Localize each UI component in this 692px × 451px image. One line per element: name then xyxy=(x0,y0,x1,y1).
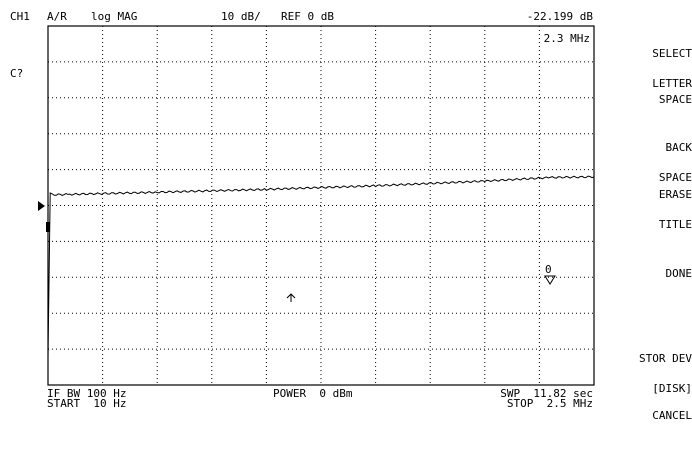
softkey-line1: SELECT xyxy=(652,47,692,60)
marker-number-label: 0 xyxy=(545,263,552,276)
sweep-time-label: SWP 11.82 sec xyxy=(500,387,593,400)
softkey-back-space[interactable]: BACK SPACE xyxy=(612,123,692,193)
marker-value-readout: -22.199 dB xyxy=(526,10,593,23)
measurement-label: A/R xyxy=(47,10,67,23)
channel-label: CH1 xyxy=(10,10,30,23)
power-label: POWER 0 dBm xyxy=(273,387,353,400)
reference-level-arrow-icon xyxy=(38,201,45,211)
format-label: log MAG xyxy=(91,10,138,23)
graticule-grid xyxy=(48,26,594,385)
softkey-line1: ERASE xyxy=(658,188,692,201)
softkey-line1: STOR DEV xyxy=(639,352,692,365)
trace-display: 0 xyxy=(38,25,595,386)
softkey-line1: SPACE xyxy=(658,93,692,106)
stop-frequency-label: STOP 2.5 MHz xyxy=(506,397,593,410)
scale-label: 10 dB/ xyxy=(221,10,261,23)
softkey-line1: DONE xyxy=(665,267,692,280)
softkey-line2: LETTER xyxy=(652,77,692,90)
up-arrow-icon xyxy=(286,293,296,302)
marker-triangle-icon xyxy=(544,275,556,285)
softkey-erase-title[interactable]: ERASE TITLE xyxy=(612,170,692,240)
if-bandwidth-label: IF BW 100 Hz xyxy=(47,387,127,400)
trace-line xyxy=(47,126,595,357)
softkey-line2: [DISK] xyxy=(652,382,692,395)
softkey-line1: BACK xyxy=(665,141,692,154)
softkey-select-letter[interactable]: SELECT LETTER xyxy=(612,29,692,99)
start-frequency-label: START 10 Hz xyxy=(47,397,127,410)
softkey-line2: SPACE xyxy=(658,171,692,184)
softkey-line2: TITLE xyxy=(658,218,692,231)
title-entry-text: C? xyxy=(10,67,24,80)
softkey-cancel[interactable]: CANCEL xyxy=(612,391,692,451)
reference-label: REF 0 dB xyxy=(281,10,334,23)
softkey-done[interactable]: DONE xyxy=(612,249,692,309)
marker-frequency-readout: 2.3 MHz xyxy=(543,32,590,45)
softkey-store-device[interactable]: STOR DEV [DISK] xyxy=(612,334,692,404)
softkey-space[interactable]: SPACE xyxy=(612,75,692,135)
